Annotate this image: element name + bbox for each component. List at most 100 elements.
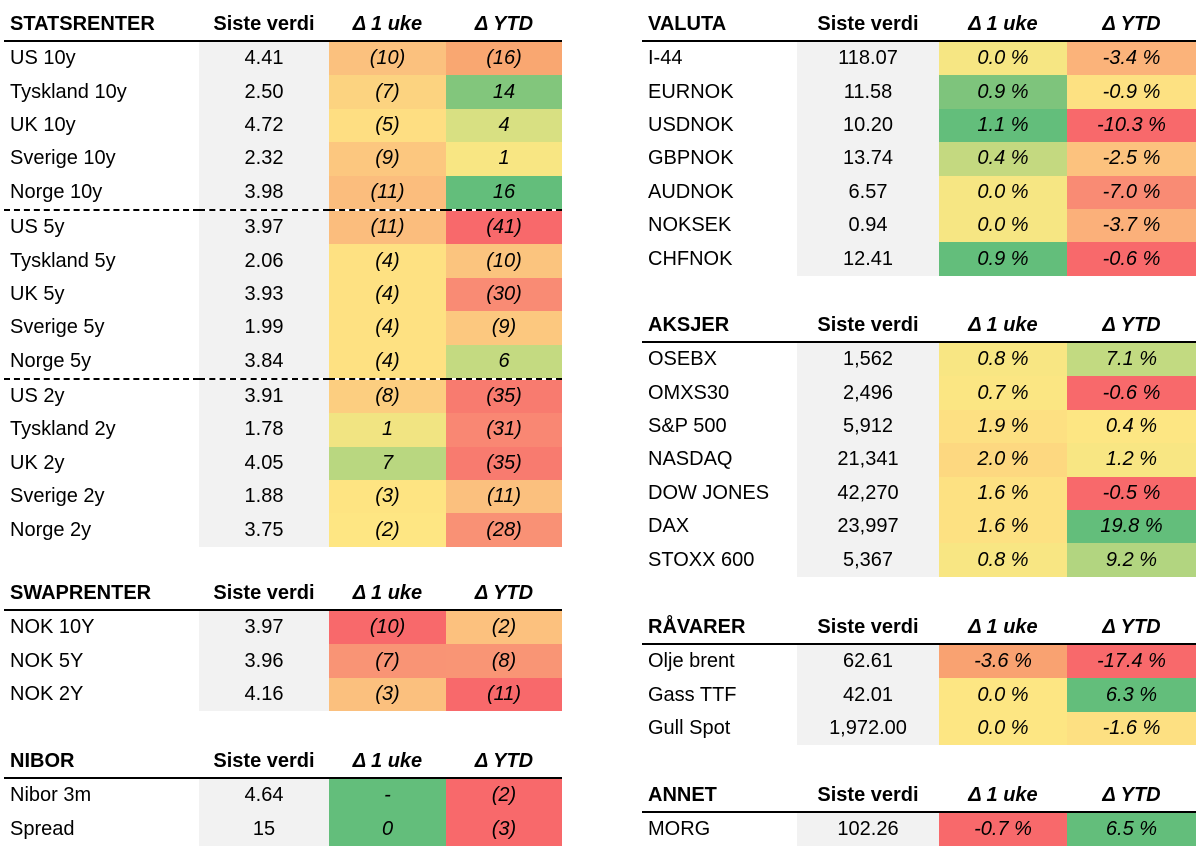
table-row: NASDAQ 21,341 2.0 % 1.2 %: [642, 443, 1196, 477]
change-week: 1.1 %: [939, 108, 1067, 143]
change-week: (7): [329, 644, 446, 678]
col-change-week: Δ 1 uke: [329, 746, 446, 779]
instrument-name: UK 10y: [10, 113, 76, 136]
table-row: MORG 102.26 -0.7 % 6.5 %: [642, 812, 1196, 847]
change-ytd: (9): [446, 311, 562, 345]
section-title: RÅVARER: [642, 612, 797, 645]
change-ytd: (11): [446, 480, 562, 514]
instrument-name: Sverige 10y: [10, 147, 116, 170]
latest-value: 3.84: [199, 344, 329, 380]
latest-value: 4.16: [199, 677, 329, 712]
change-week: (11): [329, 209, 446, 245]
change-ytd: -2.5 %: [1067, 142, 1196, 176]
latest-value: 1.78: [199, 413, 329, 447]
change-ytd: 0.4 %: [1067, 409, 1196, 444]
table-row: Nibor 3m 4.64- (2): [4, 778, 562, 813]
latest-value: 10.20: [797, 108, 939, 143]
col-change-week: Δ 1 uke: [939, 612, 1067, 645]
change-week: (4): [329, 277, 446, 312]
latest-value: 42,270: [797, 476, 939, 510]
instrument-name: US 5y: [10, 216, 65, 239]
col-latest-value: Siste verdi: [199, 746, 329, 779]
instrument-name: NOK 10Y: [10, 616, 95, 639]
change-ytd: -7.0 %: [1067, 175, 1196, 209]
latest-value: 2.32: [199, 142, 329, 176]
change-week: -0.7 %: [939, 812, 1067, 847]
instrument-name: Tyskland 2y: [10, 418, 116, 441]
instrument-name: NOK 5Y: [10, 649, 84, 672]
col-change-week: Δ 1 uke: [329, 578, 446, 611]
latest-value: 15: [199, 812, 329, 846]
col-latest-value: Siste verdi: [797, 9, 939, 42]
table-row: NOK 2Y 4.16 (3) (11): [4, 677, 562, 712]
change-week: 0.0 %: [939, 41, 1067, 76]
change-ytd: 4: [446, 108, 562, 143]
change-ytd: -0.9 %: [1067, 75, 1196, 109]
instrument-name: Norge 2y: [10, 518, 92, 541]
latest-value: 2.06: [199, 244, 329, 278]
change-ytd: (41): [446, 209, 562, 245]
latest-value: 23,997: [797, 509, 939, 544]
change-week: (4): [329, 311, 446, 345]
col-change-week: Δ 1 uke: [939, 9, 1067, 42]
latest-value: 3.93: [199, 277, 329, 312]
latest-value: 2,496: [797, 376, 939, 410]
change-week: 0.9 %: [939, 75, 1067, 109]
table-row: Sverige 10y 2.32 (9) 1: [4, 142, 562, 176]
valuta-table: VALUTA Siste verdi Δ 1 uke Δ YTD I-44 118.07 0…: [642, 9, 1196, 276]
instrument-name: OSEBX: [648, 348, 717, 371]
instrument-name: NASDAQ: [648, 448, 733, 471]
change-week: (4): [329, 344, 446, 380]
change-ytd: -0.5 %: [1067, 476, 1196, 510]
change-week: (2): [329, 513, 446, 547]
table-row: DAX 23,997 1.6 % 19.8 %: [642, 509, 1196, 544]
instrument-name: Gass TTF: [648, 683, 737, 706]
instrument-name: CHFNOK: [648, 247, 733, 270]
instrument-name: Tyskland 5y: [10, 249, 116, 272]
instrument-name: Norge 10y: [4, 175, 199, 211]
change-week: 1.9 %: [939, 409, 1067, 444]
table-row: Tyskland 2y 1.78 1 (31): [4, 413, 562, 447]
change-week: 2.0 %: [939, 443, 1067, 477]
latest-value: 118.07: [797, 41, 939, 76]
col-change-week: Δ 1 uke: [939, 310, 1067, 343]
instrument-name: EURNOK: [648, 80, 734, 103]
latest-value: 21,341: [797, 443, 939, 477]
change-ytd: 14: [446, 75, 562, 109]
latest-value: 4.64: [199, 778, 329, 813]
aksjer-table: AKSJER Siste verdi Δ 1 uke Δ YTD OSEBX 1,562 0…: [642, 310, 1196, 577]
table-row: Gass TTF 42.01 0.0 % 6.3 %: [642, 678, 1196, 712]
col-change-ytd: Δ YTD: [446, 578, 562, 611]
change-ytd: -1.6 %: [1067, 711, 1196, 746]
change-ytd: 7.1 %: [1067, 342, 1196, 377]
table-row: UK 2y 4.05 7 (35): [4, 446, 562, 481]
table-row: NOKSEK 0.94 0.0 % -3.7 %: [642, 208, 1196, 243]
change-ytd: (31): [446, 413, 562, 447]
change-week: 1.6 %: [939, 476, 1067, 510]
table-row: Tyskland 10y 2.50 (7) 14: [4, 75, 562, 109]
col-change-ytd: Δ YTD: [446, 746, 562, 779]
table-row: UK 5y 3.93 (4) (30): [4, 277, 562, 312]
table-row: Sverige 2y 1.88 (3) (11): [4, 480, 562, 514]
change-week: 0.0 %: [939, 208, 1067, 243]
col-change-week: Δ 1 uke: [329, 9, 446, 42]
change-week: 7: [329, 446, 446, 481]
latest-value: 11.58: [797, 75, 939, 109]
col-change-ytd: Δ YTD: [1067, 9, 1196, 42]
col-change-ytd: Δ YTD: [1067, 310, 1196, 343]
latest-value: 1.99: [199, 311, 329, 345]
instrument-name: I-44: [648, 47, 683, 70]
instrument-name: Sverige 5y: [10, 316, 105, 339]
swaprenter-table: SWAPRENTER Siste verdi Δ 1 uke Δ YTD NOK 10Y…: [4, 578, 562, 712]
section-title: AKSJER: [642, 310, 797, 343]
change-week: 0.7 %: [939, 376, 1067, 410]
section-title: SWAPRENTER: [4, 578, 199, 611]
change-week: 0.0 %: [939, 678, 1067, 712]
change-ytd: -3.4 %: [1067, 41, 1196, 76]
change-ytd: -10.3 %: [1067, 108, 1196, 143]
change-week: 0.9 %: [939, 242, 1067, 276]
latest-value: 3.96: [199, 644, 329, 678]
change-week: (10): [329, 610, 446, 645]
annet-table: ANNET Siste verdi Δ 1 uke Δ YTD MORG 102.26 -0…: [642, 780, 1196, 847]
nibor-table: NIBOR Siste verdi Δ 1 uke Δ YTD Nibor 3m 4.64…: [4, 746, 562, 846]
